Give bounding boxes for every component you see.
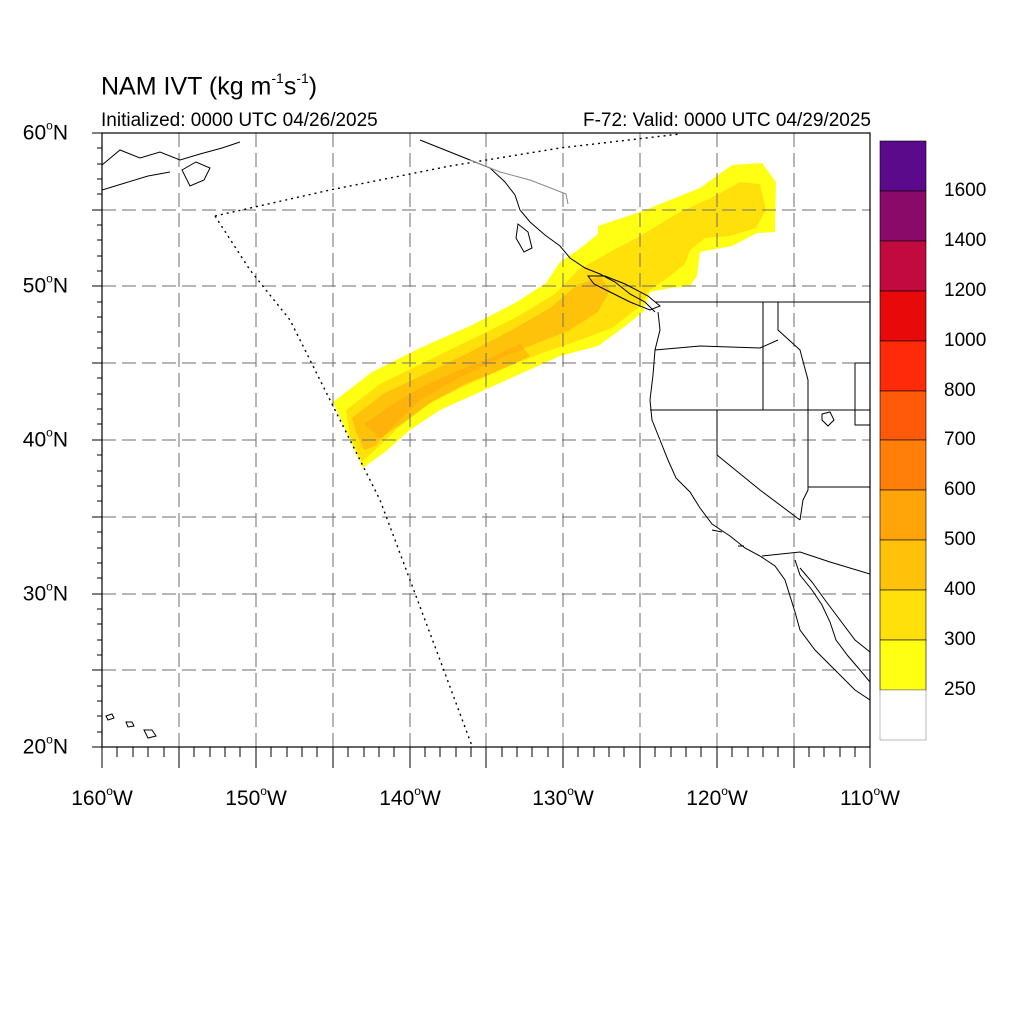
colorbar-box-9 xyxy=(879,539,927,591)
lon-label-110w: 110oW xyxy=(840,784,900,810)
lat-minor-ticks xyxy=(97,147,102,733)
colorbar-box-3 xyxy=(879,240,927,292)
coastlines xyxy=(102,139,870,739)
alaska-coast xyxy=(102,141,241,166)
wa-or-border xyxy=(654,339,779,351)
ak-bc-border xyxy=(469,159,569,205)
lat-lon-grid xyxy=(102,133,870,747)
colorbar-box-4 xyxy=(879,290,927,342)
colorbar-label-500: 500 xyxy=(944,529,976,550)
lon-label-150w: 150oW xyxy=(225,784,287,810)
ca-nv-border xyxy=(716,410,801,521)
nv-az-border xyxy=(799,410,809,521)
baja-coast xyxy=(794,559,870,683)
colorbar-box-8 xyxy=(879,489,927,541)
lon-label-160w: 160oW xyxy=(71,784,133,810)
idaho-border-east xyxy=(777,302,809,410)
channel-islands xyxy=(711,529,744,547)
colorbar xyxy=(879,140,927,741)
valid-time: F-72: Valid: 0000 UTC 04/29/2025 xyxy=(583,110,871,131)
gulf-of-california xyxy=(799,567,870,653)
colorbar-box-11 xyxy=(879,639,927,691)
hawaii-islands xyxy=(105,713,157,739)
colorbar-box-10 xyxy=(879,589,927,641)
lat-label-50: 50oN xyxy=(22,271,68,298)
colorbar-box-12 xyxy=(879,689,927,741)
colorbar-label-1600: 1600 xyxy=(944,180,987,201)
kodiak-island xyxy=(181,161,211,187)
colorbar-label-1000: 1000 xyxy=(944,330,987,351)
lat-label-40: 40oN xyxy=(22,425,68,452)
lat-label-20: 20oN xyxy=(22,732,68,759)
colorbar-label-250: 250 xyxy=(944,679,976,700)
domain-boundary xyxy=(214,133,681,747)
colorbar-box-1 xyxy=(879,140,927,192)
colorbar-label-400: 400 xyxy=(944,579,976,600)
wy-border xyxy=(854,362,870,426)
lat-label-30: 30oN xyxy=(22,579,68,606)
colorbar-label-800: 800 xyxy=(944,380,976,401)
lon-minor-ticks xyxy=(116,747,856,757)
colorbar-box-6 xyxy=(879,390,927,441)
us-west-coast xyxy=(649,311,870,701)
vancouver-island xyxy=(587,275,661,311)
colorbar-label-600: 600 xyxy=(944,479,976,500)
map-title: NAM IVT (kg m-1s-1) xyxy=(101,70,318,101)
colorbar-label-1200: 1200 xyxy=(944,280,987,301)
ivt-shading xyxy=(333,163,776,468)
lon-label-130w: 130oW xyxy=(532,784,594,810)
alaska-peninsula xyxy=(102,171,171,191)
us-mexico-border xyxy=(761,551,870,575)
colorbar-box-5 xyxy=(879,340,927,392)
colorbar-label-1400: 1400 xyxy=(944,230,987,251)
lon-label-140w: 140oW xyxy=(379,784,441,810)
ivt-500-contour xyxy=(364,344,530,438)
colorbar-box-2 xyxy=(879,190,927,242)
lon-ticks xyxy=(101,747,871,768)
great-salt-lake xyxy=(821,411,835,427)
colorbar-box-7 xyxy=(879,439,927,491)
haida-gwaii xyxy=(515,223,533,253)
lat-label-60: 60oN xyxy=(22,118,68,145)
lat-ticks xyxy=(92,132,102,748)
colorbar-label-700: 700 xyxy=(944,429,976,450)
lon-label-120w: 120oW xyxy=(686,784,748,810)
initialized-time: Initialized: 0000 UTC 04/26/2025 xyxy=(101,110,378,131)
colorbar-label-300: 300 xyxy=(944,629,976,650)
